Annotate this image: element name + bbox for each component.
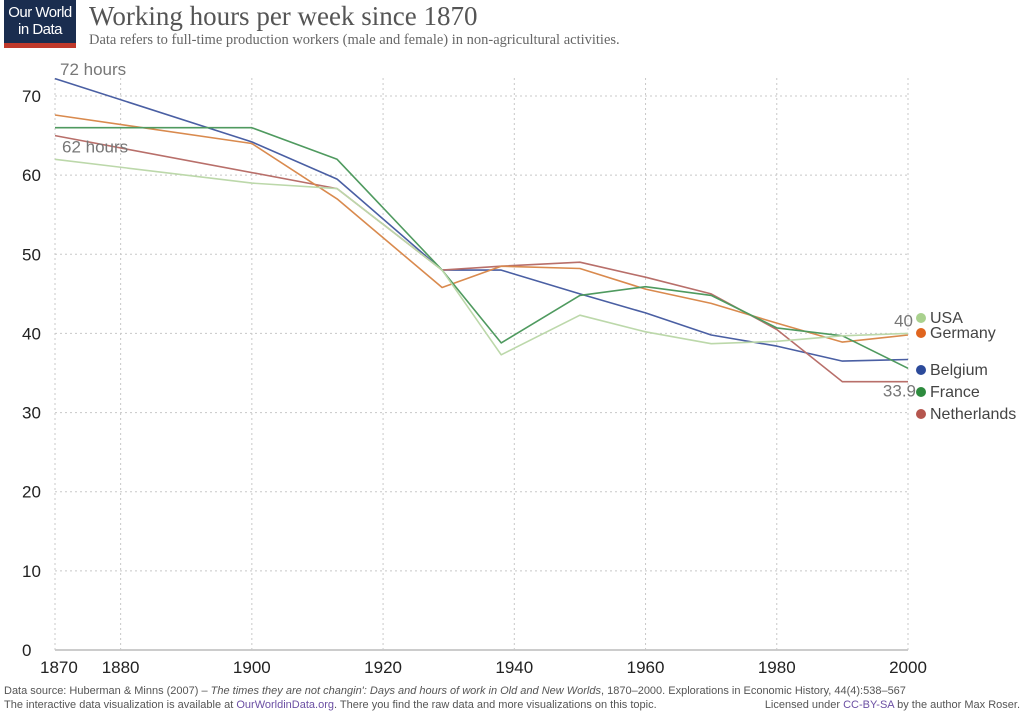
x-tick-label: 1960 xyxy=(627,658,665,677)
x-tick-label: 1870 xyxy=(40,658,78,677)
series-lines xyxy=(54,77,909,383)
footer-license: Licensed under CC-BY-SA by the author Ma… xyxy=(765,699,1020,711)
x-tick-label: 1940 xyxy=(495,658,533,677)
series-line-france xyxy=(55,126,909,370)
x-tick-label: 1980 xyxy=(758,658,796,677)
owid-link[interactable]: OurWorldinData.org xyxy=(236,699,334,711)
footer-source: Data source: Huberman & Minns (2007) – T… xyxy=(4,685,906,697)
interactive-suffix: . There you find the raw data and more v… xyxy=(333,699,657,711)
legend-dot-netherlands xyxy=(916,409,926,419)
annotation-label: 72 hours xyxy=(60,60,126,79)
y-tick-label: 50 xyxy=(22,245,41,264)
x-tick-label: 1920 xyxy=(364,658,402,677)
x-tick-label: 1880 xyxy=(102,658,140,677)
owid-logo[interactable]: Our World in Data xyxy=(4,0,76,48)
license-prefix: Licensed under xyxy=(764,699,844,711)
legend-dot-france xyxy=(916,387,926,397)
annotations: 72 hours 62 hours 40 33.9 xyxy=(60,60,916,401)
source-prefix: Data source: Huberman & Minns (2007) – xyxy=(4,685,211,697)
annotation-label: 33.9 xyxy=(883,382,916,401)
series-line-netherlands xyxy=(54,134,908,383)
y-tick-label: 0 xyxy=(22,641,31,660)
x-tick-label: 1900 xyxy=(233,658,271,677)
legend-label-belgium: Belgium xyxy=(930,362,988,379)
legend-label-france: France xyxy=(930,384,980,401)
license-link[interactable]: CC-BY-SA xyxy=(843,699,895,711)
y-tick-label: 60 xyxy=(22,166,41,185)
legend-dot-usa xyxy=(916,313,926,323)
legend-label-usa: USA xyxy=(930,310,963,327)
logo-line-2: in Data xyxy=(17,21,63,38)
interactive-prefix: The interactive data visualization is av… xyxy=(4,699,237,711)
annotation-label: 40 xyxy=(894,311,913,330)
annotation-label: 62 hours xyxy=(62,138,128,157)
y-tick-label: 70 xyxy=(22,87,41,106)
y-tick-label: 30 xyxy=(22,404,41,423)
footer-interactive: The interactive data visualization is av… xyxy=(4,699,657,711)
source-title: The times they are not changin': Days an… xyxy=(210,685,601,697)
chart-subtitle: Data refers to full-time production work… xyxy=(89,32,620,48)
legend-label-germany: Germany xyxy=(930,325,996,342)
series-line-germany xyxy=(54,114,909,343)
x-tick-label: 2000 xyxy=(889,658,927,677)
y-tick-label: 10 xyxy=(22,562,41,581)
legend-dot-germany xyxy=(916,328,926,338)
logo-line-1: Our World xyxy=(8,4,72,21)
source-suffix: , 1870–2000. Explorations in Economic Hi… xyxy=(601,685,906,697)
series-line-usa xyxy=(54,158,909,356)
y-tick-label: 40 xyxy=(22,324,41,343)
series-line-belgium xyxy=(54,77,909,362)
license-suffix: by the author Max Roser. xyxy=(894,699,1020,711)
legend-label-netherlands: Netherlands xyxy=(930,406,1016,423)
y-tick-label: 20 xyxy=(22,483,41,502)
tick-labels: 0 10 20 30 40 50 60 70 1870 1880 1900 1920 1940 1960 1… xyxy=(22,87,927,677)
chart-title: Working hours per week since 1870 xyxy=(89,1,478,31)
legend-dot-belgium xyxy=(916,365,926,375)
grid xyxy=(54,78,909,651)
